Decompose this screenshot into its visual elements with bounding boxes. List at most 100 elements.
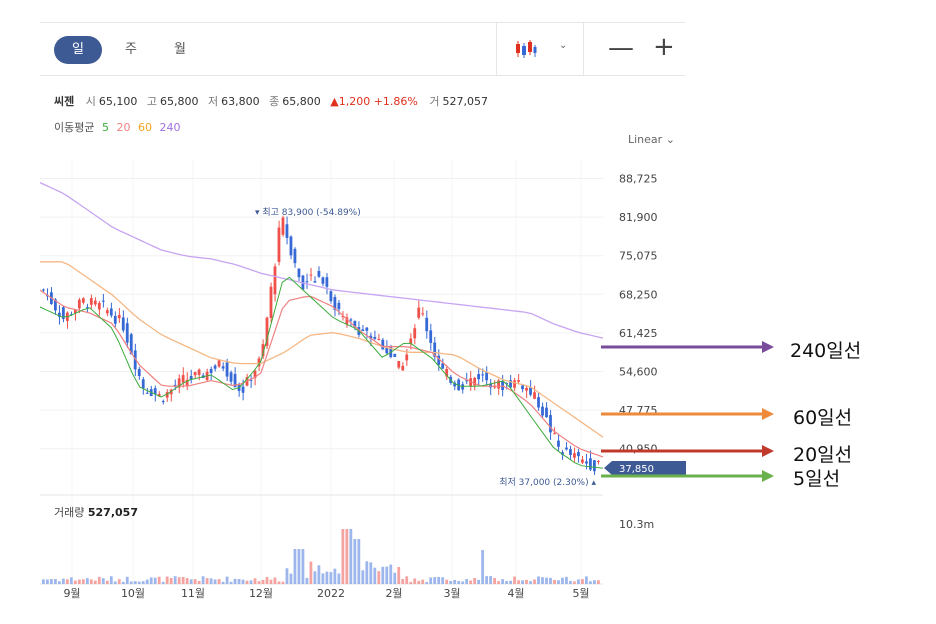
volume-bar bbox=[445, 579, 449, 584]
volume-bar bbox=[193, 579, 197, 584]
chart-type-dropdown-icon[interactable]: ⌄ bbox=[559, 40, 568, 51]
candle-body bbox=[261, 344, 265, 357]
volume-bar bbox=[145, 579, 149, 584]
volume-bar bbox=[369, 562, 373, 584]
candle-body bbox=[517, 380, 520, 382]
candle-body bbox=[253, 370, 257, 378]
candle-body bbox=[137, 368, 141, 376]
candle-body bbox=[405, 354, 409, 361]
tab-daily[interactable]: 일 bbox=[54, 36, 102, 64]
volume-bar bbox=[213, 579, 217, 584]
annotation-arrow-head bbox=[762, 341, 774, 353]
candle-body bbox=[537, 397, 540, 408]
ma240-line bbox=[39, 182, 604, 339]
ma20-line bbox=[39, 289, 604, 458]
price-markers: ▾ 최고 83,900 (-54.89%) 최저 37,000 (2.30%) ▴… bbox=[255, 207, 686, 488]
quote-summary: 씨젠 시 65,100 고 65,800 저 63,800 종 65,800 ▲1,20… bbox=[54, 93, 494, 109]
candle-body bbox=[145, 392, 149, 394]
volume-bar bbox=[42, 579, 45, 584]
candle-body bbox=[581, 459, 584, 463]
x-tick-label: 11월 bbox=[181, 587, 205, 600]
volume-bar bbox=[521, 580, 524, 584]
scale-select-value: Linear bbox=[628, 133, 663, 146]
candle-body bbox=[61, 307, 65, 319]
volume-bar bbox=[557, 580, 560, 584]
volume-bar bbox=[61, 578, 65, 584]
ma5-line bbox=[39, 276, 604, 469]
candle-body bbox=[541, 406, 544, 416]
volume-title-value: 527,057 bbox=[87, 506, 138, 519]
candle-body bbox=[257, 358, 261, 367]
candle-body bbox=[317, 270, 321, 277]
volume-bar bbox=[505, 581, 508, 584]
volume-bar bbox=[545, 577, 548, 584]
volume-bar bbox=[245, 580, 249, 584]
candle-body bbox=[193, 372, 197, 376]
volume-bar bbox=[573, 581, 576, 584]
volume-bar bbox=[529, 581, 532, 584]
volume-bar bbox=[305, 577, 309, 584]
candle-body bbox=[165, 392, 169, 398]
toolbar-divider bbox=[496, 23, 497, 75]
low-label: 저 bbox=[208, 95, 219, 108]
candle-body bbox=[533, 392, 536, 399]
tab-weekly[interactable]: 주 bbox=[125, 42, 137, 57]
volume-bar bbox=[77, 579, 81, 584]
volume-bar bbox=[413, 578, 417, 584]
volume-bar bbox=[253, 578, 257, 584]
candle-body bbox=[53, 299, 57, 311]
candle-body bbox=[113, 315, 117, 324]
scale-select[interactable]: Linear ⌄ bbox=[628, 133, 675, 146]
high-label: 고 bbox=[146, 95, 157, 108]
volume-bar bbox=[353, 539, 357, 584]
candle-body bbox=[397, 361, 401, 368]
candle-body bbox=[153, 388, 157, 395]
gridlines bbox=[40, 160, 603, 585]
volume-bar bbox=[297, 549, 301, 584]
low-price-marker: 최저 37,000 (2.30%) ▴ bbox=[499, 477, 596, 488]
candlestick-icon[interactable] bbox=[515, 39, 537, 59]
volume-bar bbox=[121, 581, 125, 584]
candle-body bbox=[401, 365, 405, 371]
volume-bar bbox=[89, 579, 93, 584]
volume-bar bbox=[209, 578, 213, 584]
candle-body bbox=[209, 368, 213, 374]
candle-body bbox=[509, 380, 512, 388]
zoom-in-button[interactable]: + bbox=[653, 32, 675, 62]
volume-bar bbox=[261, 579, 265, 584]
zoom-out-button[interactable]: — bbox=[608, 33, 634, 63]
candle-body bbox=[89, 298, 93, 305]
candle-body bbox=[161, 401, 165, 403]
volume-bar bbox=[381, 566, 385, 584]
candle-body bbox=[273, 266, 277, 295]
candle-body bbox=[97, 302, 101, 310]
low-price: 63,800 bbox=[221, 95, 260, 108]
tab-monthly[interactable]: 월 bbox=[174, 42, 186, 57]
y-tick-label: 61,425 bbox=[619, 327, 658, 340]
close-label: 종 bbox=[269, 95, 280, 108]
candle-body bbox=[353, 320, 357, 327]
volume-bar bbox=[309, 561, 313, 584]
volume-bar bbox=[517, 580, 520, 584]
candle-body bbox=[461, 384, 465, 390]
volume-title-label: 거래량 bbox=[54, 506, 85, 519]
volume-bar bbox=[593, 580, 596, 584]
candle-body bbox=[361, 329, 365, 331]
volume-bar bbox=[405, 576, 409, 584]
candle-body bbox=[213, 365, 217, 369]
volume-bar bbox=[449, 581, 453, 584]
volume-bar bbox=[465, 578, 469, 584]
y-tick-label: 75,075 bbox=[619, 250, 658, 263]
candle-body bbox=[573, 453, 576, 458]
candle-body bbox=[445, 368, 449, 377]
annotation-arrows bbox=[601, 341, 774, 482]
candle-body bbox=[553, 433, 556, 435]
volume-max-tick: 10.3m bbox=[619, 518, 654, 531]
candle-body bbox=[549, 415, 552, 433]
candle-body bbox=[513, 380, 516, 388]
y-tick-label: 81,900 bbox=[619, 211, 658, 224]
candle-body bbox=[189, 376, 193, 380]
volume-bar bbox=[397, 567, 401, 584]
volume-bar bbox=[585, 576, 588, 584]
